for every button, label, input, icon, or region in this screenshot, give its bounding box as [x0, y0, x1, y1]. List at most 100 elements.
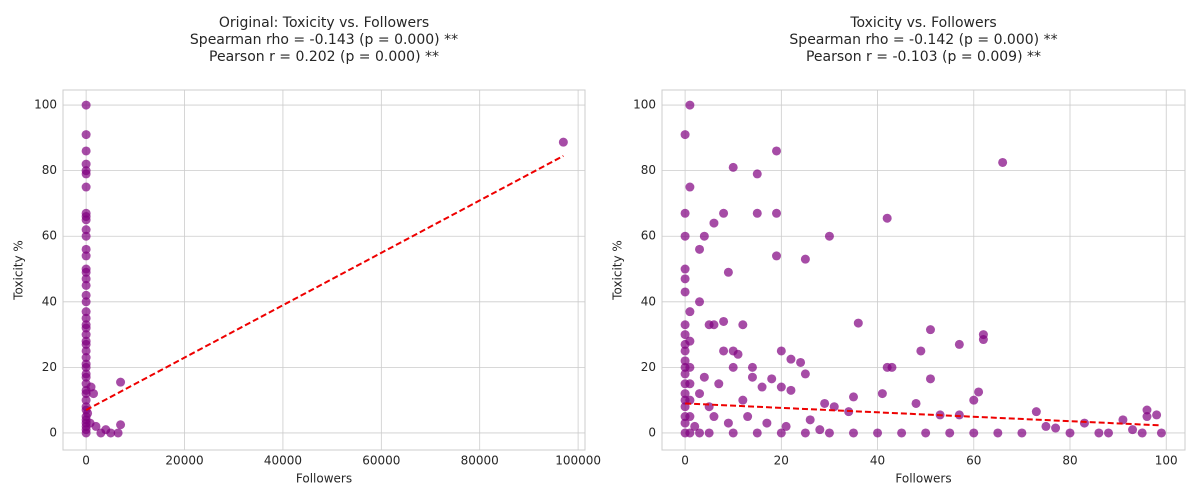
scatter-point — [1031, 407, 1041, 417]
scatter-point — [81, 353, 91, 363]
scatter-point — [81, 346, 91, 356]
scatter-point — [897, 428, 907, 438]
scatter-point — [695, 297, 705, 307]
scatter-point — [680, 369, 690, 379]
scatter-point — [81, 280, 91, 290]
scatter-point — [772, 146, 782, 156]
scatter-point — [925, 374, 935, 384]
scatter-point — [81, 307, 91, 317]
scatter-point — [1041, 421, 1051, 431]
scatter-point — [824, 231, 834, 241]
x-tick-label: 40 — [870, 454, 885, 468]
scatter-point — [719, 316, 729, 326]
scatter-point — [921, 428, 931, 438]
scatter-point — [680, 320, 690, 330]
scatter-point — [733, 349, 743, 359]
scatter-point — [829, 402, 839, 412]
scatter-point — [969, 428, 979, 438]
scatter-point — [81, 372, 91, 382]
scatter-point — [776, 382, 786, 392]
chart-title: Pearson r = -0.103 (p = 0.009) ** — [806, 49, 1041, 65]
scatter-point — [993, 428, 1003, 438]
y-tick-label: 80 — [641, 163, 656, 177]
scatter-point — [719, 346, 729, 356]
scatter-point — [690, 421, 700, 431]
scatter-point — [685, 428, 695, 438]
scatter-point — [1079, 418, 1089, 428]
x-tick-label: 80000 — [461, 454, 499, 468]
scatter-point — [978, 335, 988, 345]
scatter-point — [81, 267, 91, 277]
scatter-point — [81, 169, 91, 179]
scatter-point — [709, 320, 719, 330]
scatter-point — [685, 379, 695, 389]
scatter-point — [873, 428, 883, 438]
scatter-point — [728, 428, 738, 438]
scatter-point — [680, 231, 690, 241]
scatter-point — [699, 231, 709, 241]
scatter-point — [685, 182, 695, 192]
scatter-point — [685, 362, 695, 372]
x-tick-label: 80 — [1062, 454, 1077, 468]
x-tick-label: 0 — [82, 454, 90, 468]
scatter-point — [695, 244, 705, 254]
scatter-point — [1142, 405, 1152, 415]
scatter-point — [877, 389, 887, 399]
y-tick-label: 60 — [42, 229, 57, 243]
fit-line — [85, 155, 564, 411]
scatter-point — [704, 428, 714, 438]
y-tick-label: 100 — [633, 98, 656, 112]
scatter-point — [1103, 428, 1113, 438]
scatter-point — [558, 137, 568, 147]
scatter-point — [1128, 425, 1138, 435]
scatter-point — [81, 225, 91, 235]
scatter-point — [752, 428, 762, 438]
x-tick-label: 0 — [681, 454, 689, 468]
chart-title: Spearman rho = -0.142 (p = 0.000) ** — [789, 32, 1057, 48]
scatter-point — [945, 428, 955, 438]
scatter-point — [772, 208, 782, 218]
x-tick-label: 20 — [774, 454, 789, 468]
scatter-point — [680, 418, 690, 428]
scatter-point — [81, 323, 91, 333]
scatter-point — [954, 410, 964, 420]
scatter-point — [81, 159, 91, 169]
scatter-point — [747, 362, 757, 372]
scatter-point — [719, 208, 729, 218]
scatter-point — [709, 412, 719, 422]
scatter-point — [680, 356, 690, 366]
scatter-point — [116, 377, 126, 387]
x-tick-label: 100000 — [555, 454, 601, 468]
scatter-point — [925, 325, 935, 335]
y-tick-label: 80 — [42, 163, 57, 177]
scatter-point — [81, 297, 91, 307]
scatter-point — [848, 428, 858, 438]
scatter-point — [969, 395, 979, 405]
chart-title: Spearman rho = -0.143 (p = 0.000) ** — [190, 32, 458, 48]
scatter-point — [820, 398, 830, 408]
scatter-point — [685, 336, 695, 346]
scatter-point — [81, 428, 91, 438]
scatter-point — [81, 182, 91, 192]
y-tick-label: 40 — [641, 294, 656, 308]
scatter-point — [781, 421, 791, 431]
scatter-point — [685, 307, 695, 317]
scatter-point — [800, 369, 810, 379]
scatter-point — [786, 354, 796, 364]
scatter-point — [1118, 415, 1128, 425]
x-tick-label: 100 — [1155, 454, 1178, 468]
y-tick-label: 40 — [42, 294, 57, 308]
y-axis-label: Toxicity % — [611, 240, 625, 301]
scatter-point — [81, 251, 91, 261]
scatter-point — [680, 130, 690, 140]
scatter-point — [1137, 428, 1147, 438]
scatter-point — [1017, 428, 1027, 438]
scatter-point — [1094, 428, 1104, 438]
scatter-point — [796, 357, 806, 367]
scatter-point — [824, 428, 834, 438]
scatter-point — [81, 330, 91, 340]
scatter-point — [91, 421, 101, 431]
chart-title: Toxicity vs. Followers — [849, 15, 996, 31]
y-axis-label: Toxicity % — [12, 240, 26, 301]
scatter-point — [815, 425, 825, 435]
